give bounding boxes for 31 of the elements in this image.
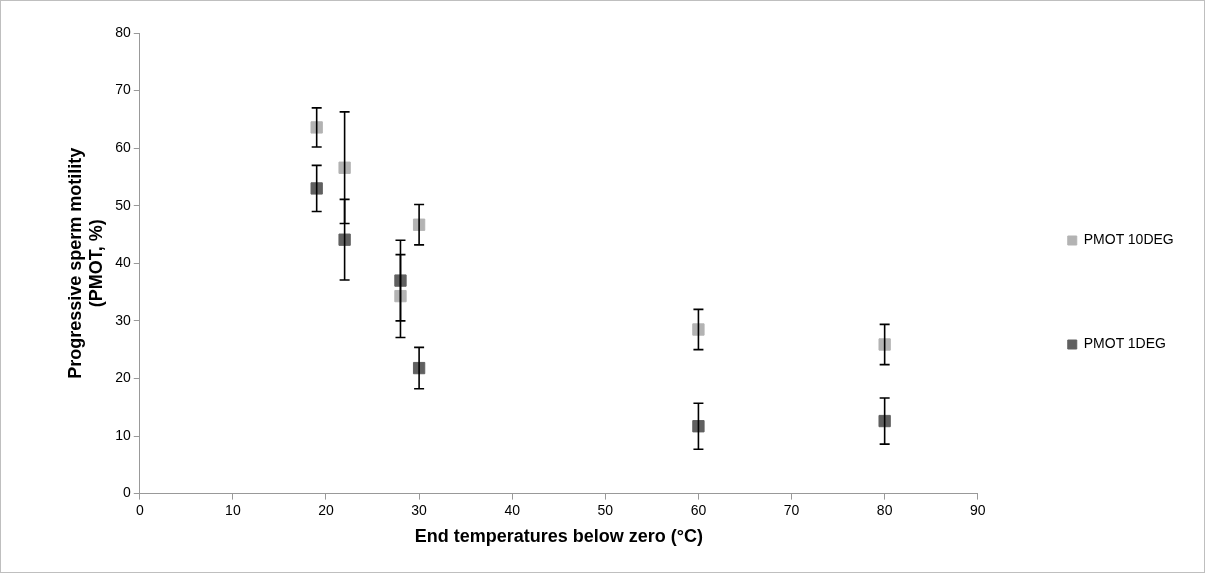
- x-tick-label: 0: [135, 501, 144, 518]
- legend-label: PMOT 1DEG: [1083, 335, 1166, 352]
- y-tick-label: 30: [115, 311, 131, 328]
- y-tick-label: 10: [115, 426, 131, 443]
- x-axis-title: End temperatures below zero (°C): [414, 526, 703, 547]
- y-tick-label: 40: [115, 254, 131, 271]
- point: [692, 420, 705, 433]
- y-tick-label: 70: [115, 81, 131, 98]
- y-axis-title: Progressive sperm motility (PMOT, %): [64, 147, 107, 379]
- y-tick-label: 20: [115, 369, 131, 386]
- y-tick-label: 50: [115, 196, 131, 213]
- point: [878, 338, 891, 351]
- legend-label: PMOT 10DEG: [1083, 231, 1174, 248]
- x-tick-label: 90: [969, 501, 986, 518]
- point: [878, 414, 891, 428]
- point: [310, 182, 323, 195]
- x-tick-label: 80: [876, 501, 893, 518]
- y-tick-label: 60: [115, 139, 131, 156]
- y-tick-label: 80: [115, 23, 131, 40]
- point: [310, 121, 323, 134]
- x-tick-label: 30: [411, 501, 428, 518]
- x-tick-label: 20: [318, 501, 334, 518]
- x-tick-label: 60: [690, 501, 707, 518]
- point: [338, 233, 351, 246]
- x-tick-label: 40: [504, 501, 521, 518]
- x-tick-label: 70: [783, 501, 800, 518]
- point: [692, 323, 705, 336]
- point: [338, 161, 351, 174]
- x-tick-label: 50: [597, 501, 614, 518]
- x-tick-label: 10: [225, 501, 241, 518]
- y-tick-label: 0: [122, 484, 131, 501]
